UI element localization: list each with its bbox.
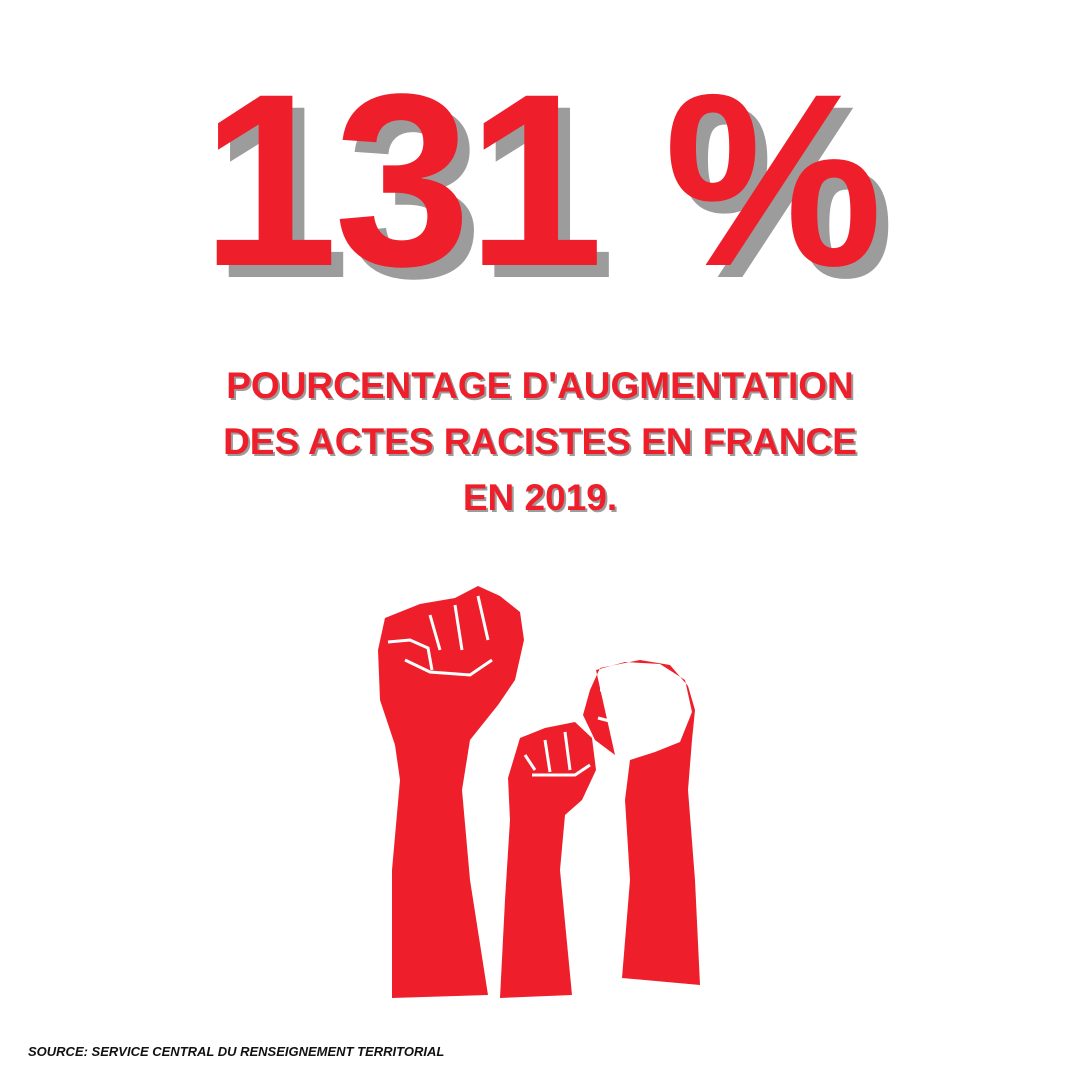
- fists-illustration: [378, 586, 700, 998]
- fist-details: [387, 595, 666, 777]
- left-fist: [378, 586, 524, 998]
- right-fist: [583, 660, 700, 985]
- middle-fist: [500, 722, 596, 998]
- description-line: EN 2019.: [462, 477, 618, 518]
- headline: 131 %: [201, 43, 883, 318]
- description-line: DES ACTES RACISTES EN FRANCE: [223, 421, 857, 462]
- source-note: SOURCE: SERVICE CENTRAL DU RENSEIGNEMENT…: [28, 1044, 445, 1059]
- description: POURCENTAGE D'AUGMENTATION DES ACTES RAC…: [0, 358, 1080, 526]
- description-line: POURCENTAGE D'AUGMENTATION: [226, 365, 854, 406]
